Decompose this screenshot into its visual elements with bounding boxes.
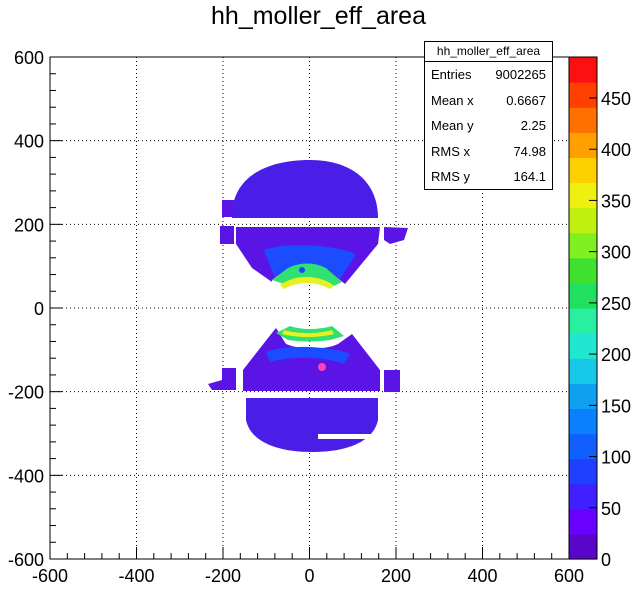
lower-fan-inner bbox=[266, 346, 350, 364]
colorbar-swatch bbox=[569, 257, 597, 284]
colorbar-swatch bbox=[569, 433, 597, 460]
colorbar-swatch bbox=[569, 458, 597, 485]
stats-value: 2.25 bbox=[520, 118, 546, 133]
lower-hotspot bbox=[318, 363, 326, 371]
lower-yellow-band bbox=[282, 330, 334, 337]
lower-left-wing bbox=[222, 368, 236, 390]
upper-right-wing bbox=[384, 227, 408, 244]
colorbar-tick-label: 350 bbox=[601, 191, 631, 211]
colorbar-swatch bbox=[569, 282, 597, 309]
x-tick-label: -200 bbox=[205, 566, 241, 586]
colorbar-swatch bbox=[569, 157, 597, 184]
stats-label: RMS x bbox=[431, 143, 470, 159]
stats-box-title: hh_moller_eff_area bbox=[425, 42, 552, 62]
lower-right-wing bbox=[384, 370, 400, 392]
colorbar-tick-label: 100 bbox=[601, 448, 631, 468]
y-tick-label: 0 bbox=[34, 299, 44, 319]
colorbar-frame bbox=[568, 56, 598, 560]
stats-row-rms-x: RMS x 74.98 bbox=[425, 139, 552, 165]
stats-box: hh_moller_eff_area Entries 9002265 Mean … bbox=[424, 41, 553, 190]
colorbar-swatch bbox=[569, 132, 597, 158]
stats-row-mean-x: Mean x 0.6667 bbox=[425, 88, 552, 114]
stats-row-mean-y: Mean y 2.25 bbox=[425, 113, 552, 139]
stats-label: Entries bbox=[431, 67, 472, 82]
axis-ticks bbox=[49, 56, 570, 560]
colorbar-tick-label: 150 bbox=[601, 396, 631, 416]
y-tick-label: -200 bbox=[8, 383, 44, 403]
colorbar-tick-label: 450 bbox=[601, 89, 631, 109]
heatmap-upper-lobe bbox=[220, 160, 408, 289]
y-tick-label: 600 bbox=[14, 48, 44, 68]
colorbar-tick-label: 250 bbox=[601, 294, 631, 314]
stats-label: Mean y bbox=[431, 118, 474, 133]
colorbar-swatch bbox=[569, 408, 597, 435]
colorbar-swatch bbox=[569, 508, 597, 535]
colorbar-swatch bbox=[569, 308, 597, 334]
heatmap-lower-lobe bbox=[208, 267, 400, 452]
colorbar bbox=[568, 56, 598, 560]
y-tick-label: -400 bbox=[8, 466, 44, 486]
stats-row-rms-y: RMS y 164.1 bbox=[425, 164, 552, 190]
lower-fan bbox=[243, 328, 380, 391]
upper-left-tab bbox=[222, 200, 234, 217]
stats-value: 9002265 bbox=[495, 67, 546, 82]
colorbar-swatch bbox=[569, 483, 597, 510]
colorbar-swatch bbox=[569, 358, 597, 384]
stats-value: 164.1 bbox=[513, 169, 546, 184]
x-tick-label: 200 bbox=[381, 566, 411, 586]
x-axis-tick-labels: -600 -400 -200 0 200 400 600 bbox=[32, 566, 584, 586]
x-tick-label: 400 bbox=[467, 566, 497, 586]
colorbar-swatch bbox=[569, 57, 597, 83]
y-tick-label: 200 bbox=[14, 215, 44, 235]
colorbar-swatch bbox=[569, 232, 597, 259]
lower-white-bar bbox=[318, 434, 374, 439]
stats-label: Mean x bbox=[431, 92, 474, 108]
colorbar-tick-label: 300 bbox=[601, 243, 631, 263]
colorbar-tick-label: 200 bbox=[601, 345, 631, 365]
colorbar-swatch bbox=[569, 82, 597, 108]
upper-hotspot bbox=[299, 267, 305, 273]
colorbar-tick-label: 50 bbox=[601, 499, 621, 519]
colorbar-tick-labels: 0 50 100 150 200 250 300 350 400 450 bbox=[601, 89, 631, 570]
y-tick-label: 400 bbox=[14, 132, 44, 152]
y-axis-tick-labels: -600 -400 -200 0 200 400 600 bbox=[8, 48, 44, 570]
y-tick-label: -600 bbox=[8, 550, 44, 570]
upper-left-wing bbox=[220, 226, 234, 244]
colorbar-swatch bbox=[569, 107, 597, 133]
x-tick-label: 0 bbox=[304, 566, 314, 586]
stats-row-entries: Entries 9002265 bbox=[425, 62, 552, 88]
stats-label: RMS y bbox=[431, 169, 470, 184]
upper-yellow-band bbox=[280, 276, 334, 289]
colorbar-swatch bbox=[569, 383, 597, 409]
histogram-title: hh_moller_eff_area bbox=[211, 2, 426, 30]
colorbar-swatch bbox=[569, 333, 597, 359]
upper-fan-inner bbox=[264, 245, 356, 279]
upper-dome bbox=[232, 160, 378, 218]
colorbar-swatch bbox=[569, 182, 597, 209]
x-tick-label: 600 bbox=[554, 566, 584, 586]
colorbar-tick-label: 400 bbox=[601, 140, 631, 160]
stats-value: 0.6667 bbox=[506, 92, 546, 108]
colorbar-swatch bbox=[569, 533, 597, 560]
lower-left-tail bbox=[208, 380, 222, 390]
colorbar-swatch bbox=[569, 207, 597, 234]
x-tick-label: -400 bbox=[118, 566, 154, 586]
colorbar-tick-label: 0 bbox=[601, 550, 611, 570]
stats-value: 74.98 bbox=[513, 143, 546, 159]
x-tick-label: -600 bbox=[32, 566, 68, 586]
